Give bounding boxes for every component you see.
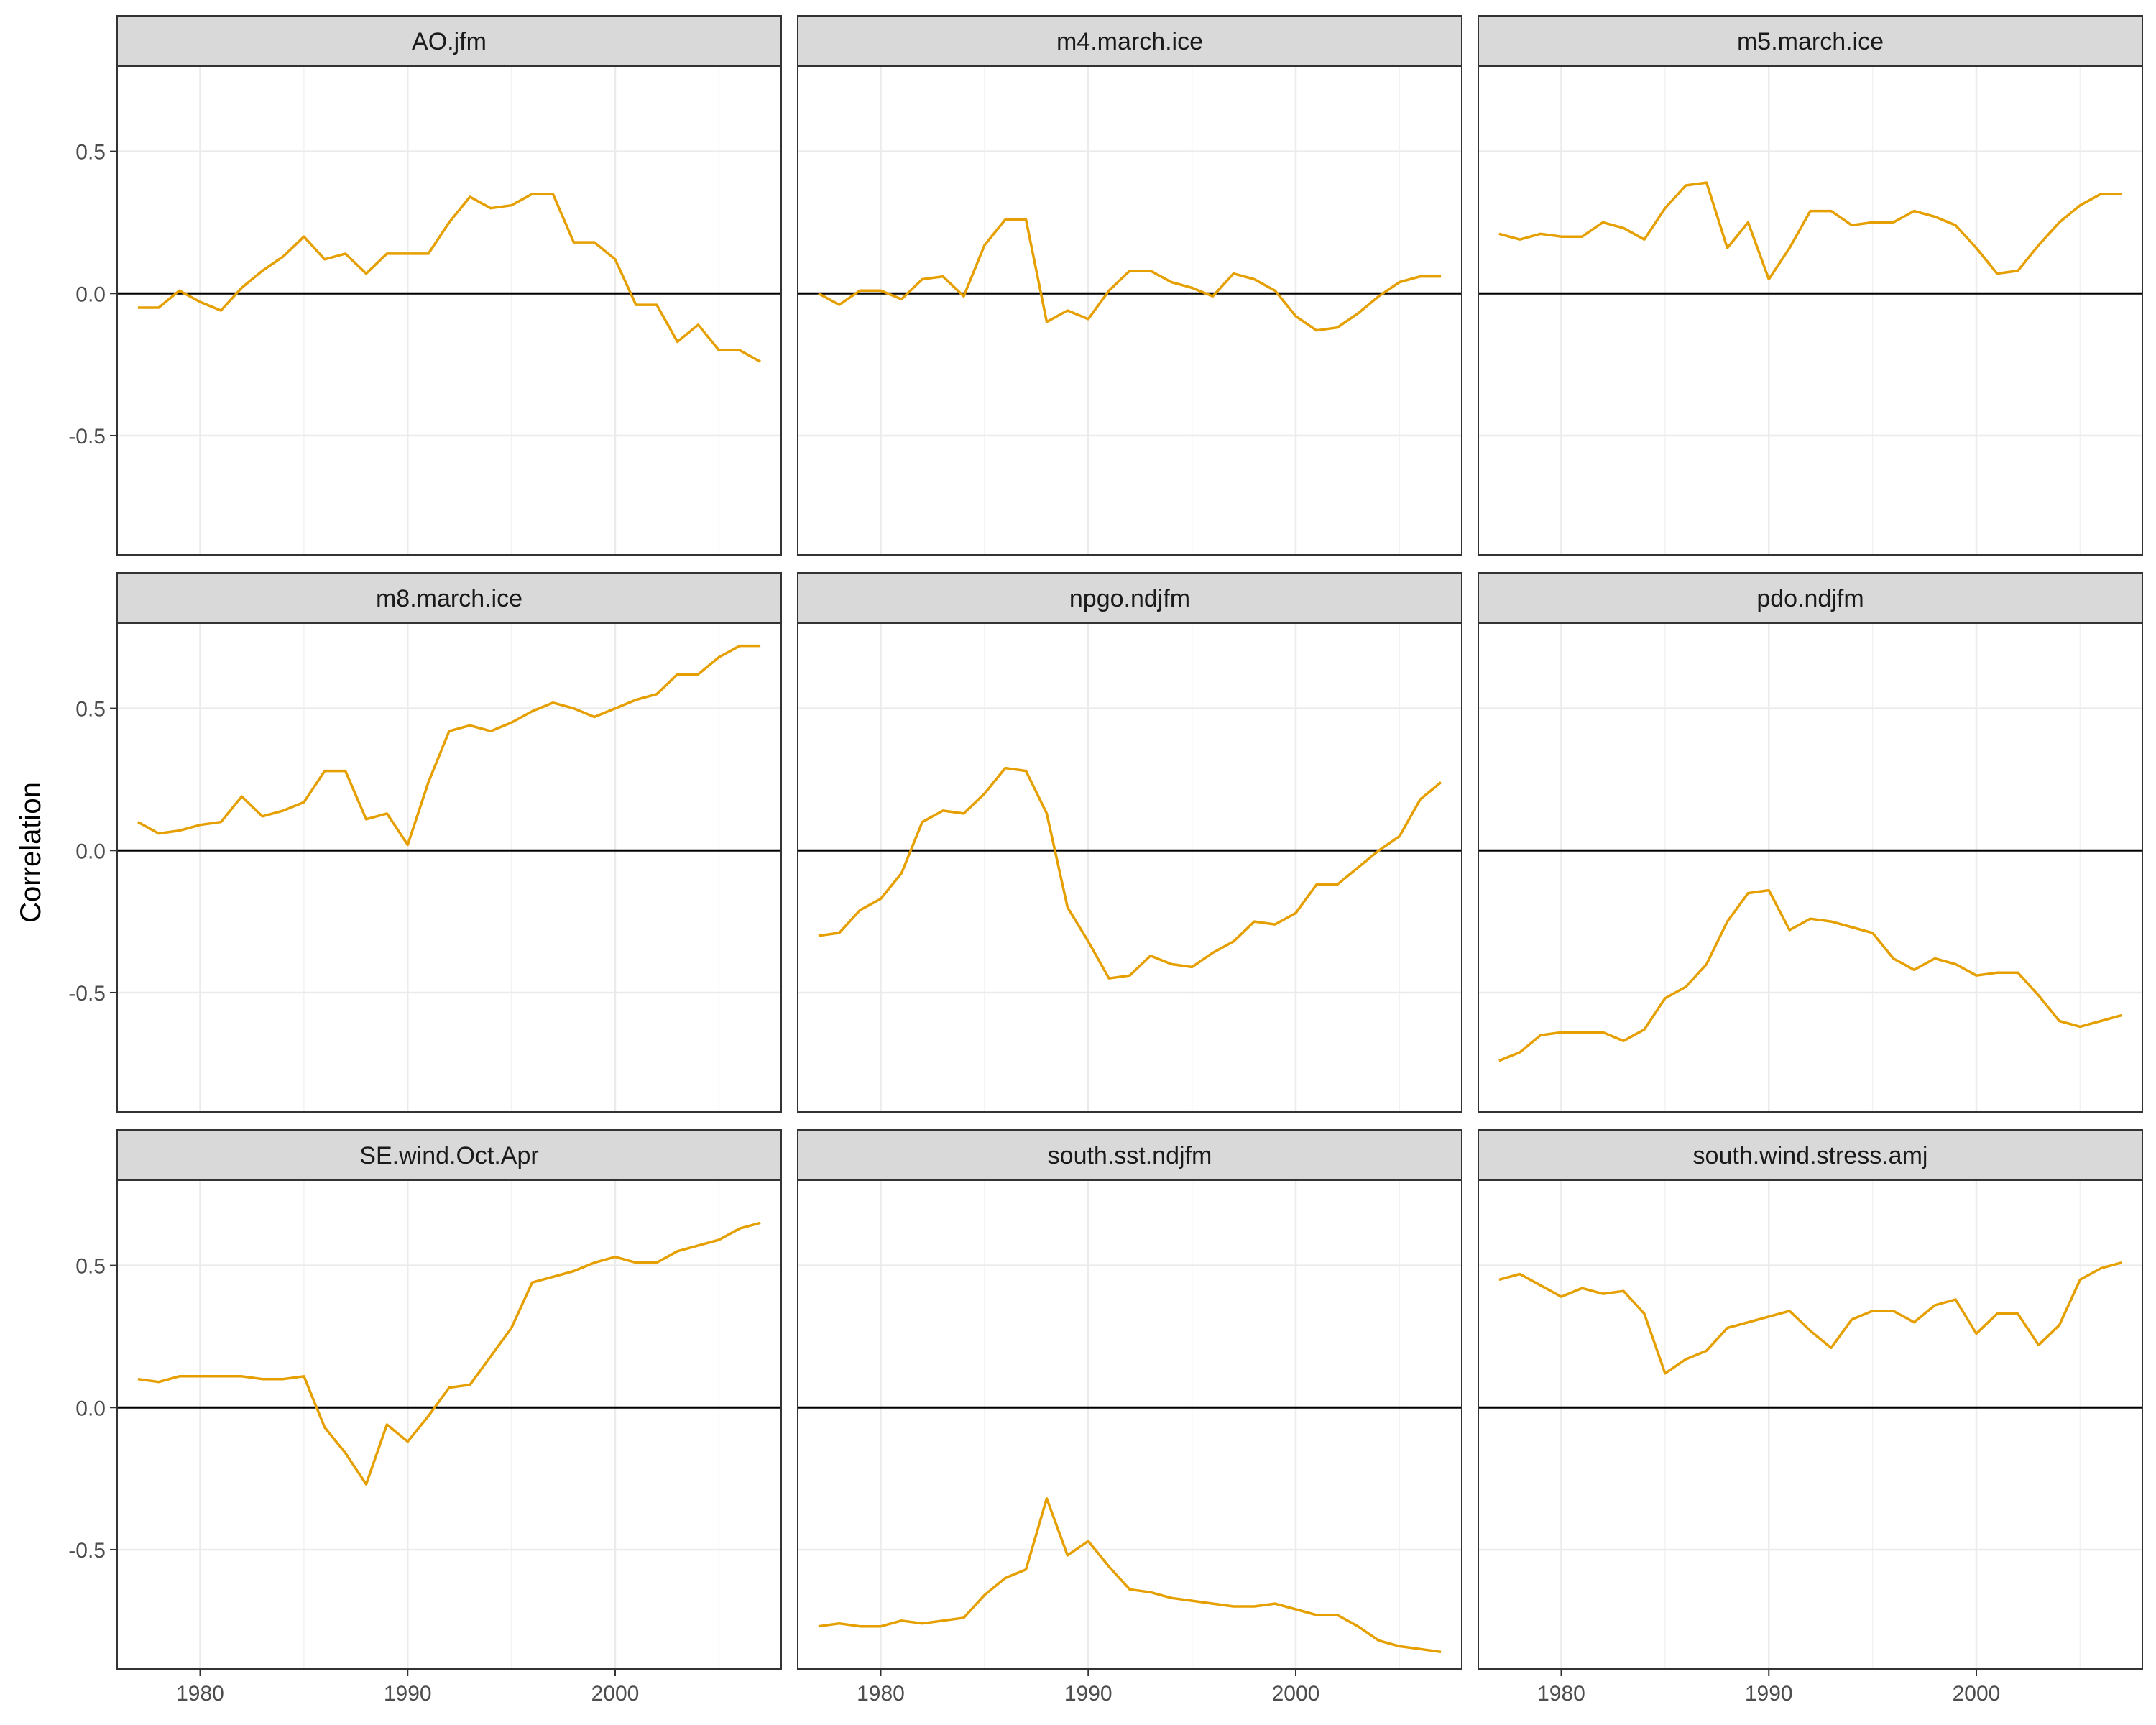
series-line xyxy=(1498,1261,2122,1375)
y-tick-label: 0.5 xyxy=(75,1255,106,1279)
facet-panel-3: m5.march.ice xyxy=(1478,15,2143,556)
series-line xyxy=(818,218,1442,332)
series-line xyxy=(137,644,761,847)
y-tick-label: 0.0 xyxy=(75,282,106,306)
panel-border xyxy=(1478,622,2143,1113)
panel-background xyxy=(117,66,781,555)
strip-background xyxy=(116,1129,782,1181)
panel-border xyxy=(1478,1179,2143,1670)
strip-background xyxy=(1478,1129,2143,1181)
strip-background xyxy=(797,572,1462,624)
x-tick-label: 2000 xyxy=(1272,1682,1320,1706)
facet-panel-4: m8.march.ice 0.5 0.0 -0.5 xyxy=(68,572,782,1113)
facet-panel-8: south.sst.ndjfm 1980 1990 2000 xyxy=(797,1129,1462,1706)
series-line xyxy=(1498,888,2122,1062)
series-line xyxy=(137,1221,761,1486)
panel-background xyxy=(798,66,1462,555)
panel-border xyxy=(797,65,1462,556)
strip-background xyxy=(116,15,782,67)
strip-title: south.sst.ndjfm xyxy=(1048,1142,1212,1169)
x-tick-label: 1980 xyxy=(176,1682,224,1706)
strip-background xyxy=(797,15,1462,67)
y-tick-label: 0.0 xyxy=(75,1397,106,1420)
y-tick-label: 0.5 xyxy=(75,141,106,165)
y-axis-title: Correlation xyxy=(15,782,47,923)
x-tick-label: 1990 xyxy=(1745,1682,1793,1706)
strip-title: pdo.ndjfm xyxy=(1756,585,1864,612)
x-tick-label: 1980 xyxy=(857,1682,905,1706)
strip-title: AO.jfm xyxy=(412,28,487,55)
strip-title: m8.march.ice xyxy=(376,585,522,612)
panel-background xyxy=(1478,623,2142,1112)
panel-background xyxy=(117,623,781,1112)
panel-border xyxy=(116,622,782,1113)
panel-border xyxy=(797,1179,1462,1670)
x-tick-label: 1990 xyxy=(1064,1682,1112,1706)
strip-background xyxy=(1478,572,2143,624)
panel-background xyxy=(1478,66,2142,555)
strip-title: m5.march.ice xyxy=(1737,28,1884,55)
strip-title: m4.march.ice xyxy=(1056,28,1203,55)
y-tick-label: -0.5 xyxy=(68,1539,106,1563)
y-tick-label: 0.0 xyxy=(75,840,106,863)
facet-panel-9: south.wind.stress.amj 1980 1990 2000 xyxy=(1478,1129,2143,1706)
series-line xyxy=(818,1497,1442,1654)
x-tick-label: 2000 xyxy=(591,1682,640,1706)
facet-panel-1: AO.jfm 0.5 0.0 -0.5 xyxy=(68,15,782,556)
x-tick-label: 1990 xyxy=(384,1682,432,1706)
strip-title: npgo.ndjfm xyxy=(1069,585,1190,612)
panel-background xyxy=(117,1180,781,1669)
y-tick-label: 0.5 xyxy=(75,698,106,722)
strip-background xyxy=(1478,15,2143,67)
series-line xyxy=(1498,181,2122,281)
panel-border xyxy=(116,1179,782,1670)
series-line xyxy=(137,193,761,363)
facet-panel-5: npgo.ndjfm xyxy=(797,572,1462,1113)
panel-background xyxy=(798,623,1462,1112)
panel-border xyxy=(797,622,1462,1113)
facet-panel-7: SE.wind.Oct.Apr 0.5 0.0 -0.5 1980 1990 2000 xyxy=(68,1129,782,1706)
series-line xyxy=(818,766,1442,980)
strip-title: SE.wind.Oct.Apr xyxy=(359,1142,538,1169)
panel-background xyxy=(1478,1180,2142,1669)
y-tick-label: -0.5 xyxy=(68,982,106,1006)
x-tick-label: 1980 xyxy=(1537,1682,1585,1706)
strip-background xyxy=(797,1129,1462,1181)
panel-background xyxy=(798,1180,1462,1669)
strip-title: south.wind.stress.amj xyxy=(1693,1142,1928,1169)
x-tick-label: 2000 xyxy=(1953,1682,2001,1706)
facet-panel-6: pdo.ndjfm xyxy=(1478,572,2143,1113)
panel-border xyxy=(116,65,782,556)
y-tick-label: -0.5 xyxy=(68,425,106,448)
panel-border xyxy=(1478,65,2143,556)
facet-panel-2: m4.march.ice xyxy=(797,15,1462,556)
